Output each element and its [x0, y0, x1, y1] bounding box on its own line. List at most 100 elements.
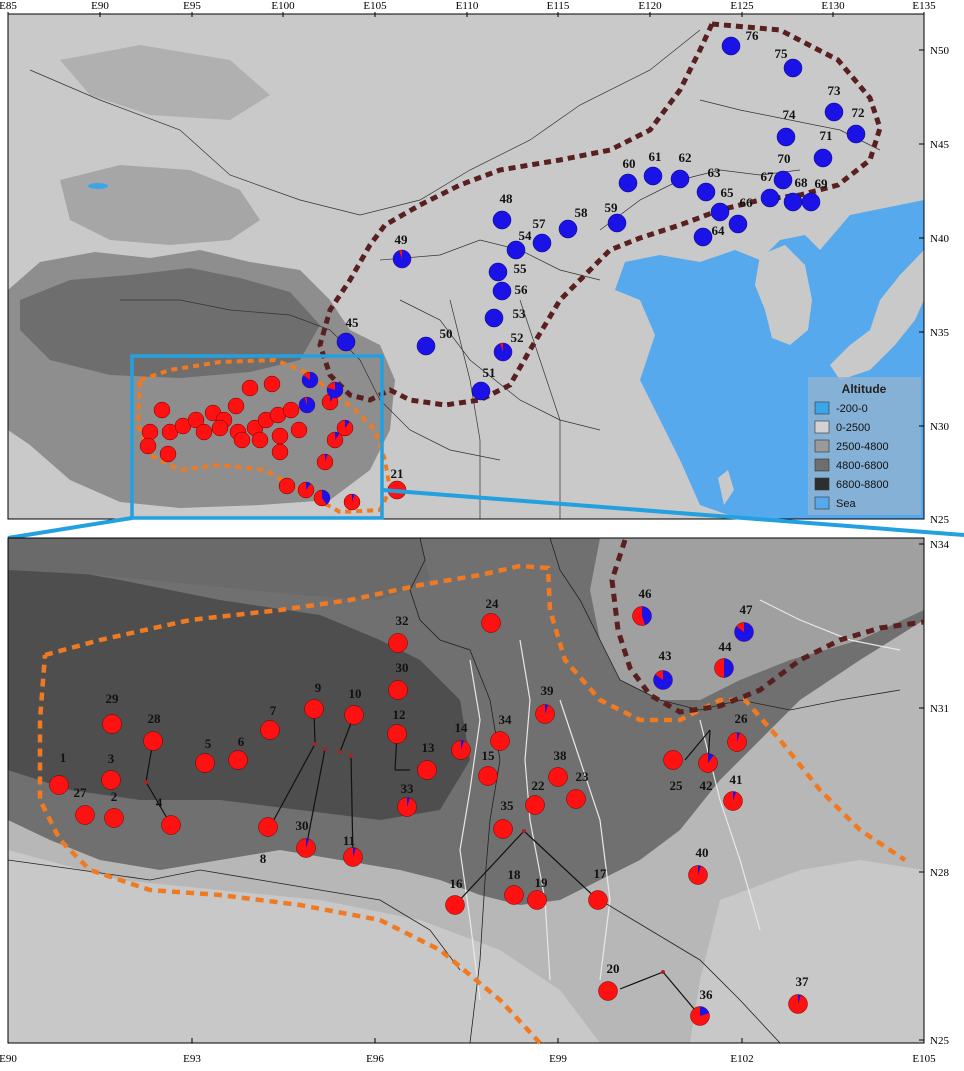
pie-site-61 [643, 166, 663, 186]
inset-connector-right [381, 488, 964, 537]
pie-inset-site [278, 477, 296, 495]
pie-site-38 [548, 767, 568, 787]
site-label: 29 [106, 691, 120, 706]
x-tick-label: E115 [547, 0, 570, 12]
site-label: 5 [205, 736, 212, 751]
pie-site-43 [653, 670, 673, 690]
pie-red-slice [445, 895, 465, 915]
pie-blue-slice [721, 36, 741, 56]
pie-site-25 [663, 750, 683, 770]
site-label: 28 [148, 711, 162, 726]
pie-red-slice [598, 981, 618, 1001]
pie-blue-slice [708, 753, 714, 763]
pie-blue-slice [734, 622, 754, 642]
legend-title: Altitude [842, 382, 887, 396]
pie-blue-slice [306, 838, 309, 848]
x-tick-label: E95 [183, 0, 201, 12]
pie-blue-slice [306, 482, 311, 490]
pie-inset-site [159, 445, 177, 463]
pie-blue-slice [494, 343, 512, 362]
pie-site-54 [506, 240, 526, 260]
legend-label: 4800-6800 [836, 460, 889, 472]
pie-red-slice [344, 705, 364, 725]
pie-site-37 [788, 994, 808, 1014]
site-label: 53 [513, 306, 527, 321]
site-label: 71 [820, 128, 833, 143]
legend-label: Sea [836, 498, 856, 510]
pie-blue-slice [298, 397, 315, 413]
pie-blue-slice [545, 704, 548, 714]
altitude-legend: Altitude -200-0 0-2500 2500-4800 4800-6800 6… [808, 377, 921, 515]
pie-blue-slice [700, 1006, 710, 1016]
pie-blue-slice [733, 791, 736, 801]
legend-label: 2500-4800 [836, 441, 889, 453]
inset-connector-left [7, 516, 133, 540]
pie-site-57 [532, 233, 552, 253]
pie-blue-slice [407, 797, 410, 807]
x-tick-label: E90 [0, 1053, 17, 1065]
pie-site-24 [481, 613, 501, 633]
site-label: 43 [659, 648, 673, 663]
pie-site-17 [588, 890, 608, 910]
pie-red-slice [527, 890, 547, 910]
pie-inset-site [326, 381, 344, 399]
site-label: 57 [533, 216, 547, 231]
site-label: 2 [111, 789, 118, 804]
pie-site-2 [104, 808, 124, 828]
leader-line [619, 971, 664, 990]
pie-site-22 [525, 795, 545, 815]
pie-site-1 [49, 775, 69, 795]
pie-inset-site [227, 397, 245, 415]
pie-inset-site [326, 431, 344, 449]
pie-blue-slice [471, 381, 491, 401]
pie-blue-slice [693, 227, 713, 247]
pie-inset-site [301, 371, 319, 389]
pie-blue-slice [416, 336, 436, 356]
pie-site-7 [260, 720, 280, 740]
x-tick-label: E96 [366, 1053, 384, 1065]
pie-site-35 [493, 819, 513, 839]
pie-site-26 [727, 732, 747, 752]
pie-blue-slice [846, 124, 866, 144]
inset-highlight-box [130, 354, 384, 520]
pie-red-slice [387, 724, 407, 744]
pie-blue-slice [737, 732, 740, 742]
pie-blue-slice [484, 308, 504, 328]
pie-blue-slice [492, 281, 512, 301]
site-label: 50 [440, 326, 453, 341]
pie-blue-slice [801, 192, 821, 212]
site-label: 72 [852, 105, 865, 120]
pie-red-slice [241, 379, 259, 397]
pie-red-slice [102, 714, 122, 734]
x-tick-label: E102 [730, 1053, 753, 1065]
pie-red-slice [481, 613, 501, 633]
y-tick-label: N45 [930, 139, 949, 151]
pie-site-12 [387, 724, 407, 744]
pie-site-68 [783, 192, 803, 212]
pie-inset-site [139, 437, 157, 455]
site-label: 26 [735, 711, 749, 726]
pie-site-20 [598, 981, 618, 1001]
site-label: 27 [74, 785, 88, 800]
pie-red-slice [588, 890, 608, 910]
x-tick-label: E105 [912, 1053, 936, 1065]
pie-site-66 [728, 214, 748, 234]
pie-red-slice [211, 419, 229, 437]
pie-red-slice [49, 775, 69, 795]
pie-blue-slice [492, 210, 512, 230]
pie-site-4 [161, 815, 181, 835]
top-taiwan [718, 470, 734, 505]
pie-site-6 [228, 750, 248, 770]
pie-blue-slice [325, 454, 328, 462]
pie-red-slice [101, 770, 121, 790]
site-label: 76 [746, 28, 760, 43]
pie-blue-slice [813, 148, 833, 168]
site-label: 58 [575, 205, 589, 220]
site-label: 47 [740, 602, 754, 617]
site-label: 14 [455, 720, 469, 735]
legend-swatch [814, 420, 830, 434]
site-label: 20 [607, 961, 620, 976]
legend-label: 0-2500 [836, 422, 870, 434]
top-korea [755, 245, 812, 345]
bottom-ne-lowland [590, 538, 924, 700]
